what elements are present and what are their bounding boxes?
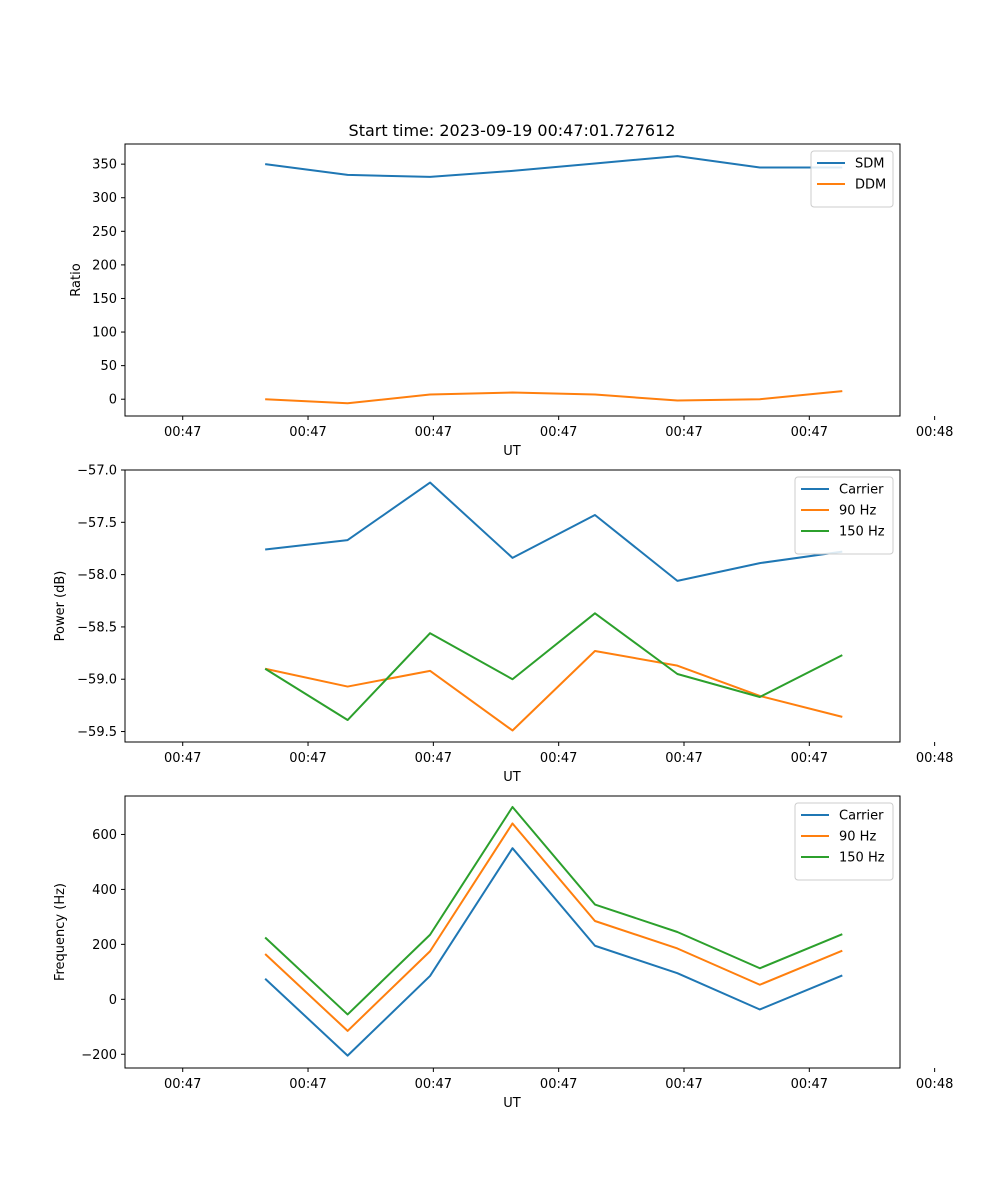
axes-frame [124, 469, 901, 743]
x-tick-label: 00:47 [540, 751, 577, 766]
y-tick-label: 250 [92, 225, 117, 240]
y-axis-label: Power (dB) [53, 571, 68, 642]
y-tick-label: 350 [92, 158, 117, 173]
series-line-carrier [264, 847, 843, 1057]
y-tick-label: 300 [92, 191, 117, 206]
series-line-150-hz [264, 612, 843, 722]
y-tick-label: 200 [92, 258, 117, 273]
series-line-90-hz [264, 649, 843, 732]
x-tick-label: 00:48 [916, 1077, 953, 1092]
x-tick-label: 00:47 [164, 1077, 201, 1092]
y-tick-label: 0 [109, 993, 117, 1008]
chart-panels: 00:47 00:47 00:47 00:47 00:47 00:47 00:48 0 50 10… [53, 143, 953, 1111]
series-line-carrier [265, 481, 843, 582]
x-tick-label: 00:47 [540, 1077, 577, 1092]
y-tick-label: −57.5 [77, 516, 117, 531]
series-line-sdm [265, 155, 843, 178]
legend-label-90-hz: 90 Hz [839, 830, 876, 845]
legend-box [794, 476, 894, 555]
legend-label-90-hz: 90 Hz [839, 504, 876, 519]
legend-label-ddm: DDM [855, 178, 886, 193]
figure-title: Start time: 2023-09-19 00:47:01.727612 [349, 121, 676, 140]
series-line-ddm [265, 390, 843, 405]
legend-box [794, 802, 894, 881]
y-tick-label: −200 [81, 1048, 117, 1063]
y-axis-label: Ratio [69, 263, 84, 296]
x-tick-label: 00:47 [665, 1077, 702, 1092]
legend-label-sdm: SDM [855, 157, 884, 172]
x-tick-label: 00:47 [791, 425, 828, 440]
x-tick-label: 00:47 [540, 425, 577, 440]
legend: Carrier 90 Hz 150 Hz [794, 802, 894, 881]
x-tick-label: 00:47 [665, 425, 702, 440]
y-tick-label: 0 [109, 393, 117, 408]
y-tick-label: 50 [100, 359, 117, 374]
chart-panel-3: 00:47 00:47 00:47 00:47 00:47 00:47 00:48 −200 0… [53, 795, 953, 1111]
x-tick-label: 00:47 [415, 425, 452, 440]
series-line-90-hz [264, 822, 843, 1032]
x-tick-label: 00:47 [791, 751, 828, 766]
legend-label-150-hz: 150 Hz [839, 525, 885, 540]
y-tick-label: 400 [92, 883, 117, 898]
x-axis-label: UT [503, 444, 521, 459]
axes-frame [124, 795, 901, 1069]
x-tick-label: 00:48 [916, 425, 953, 440]
series-line-150-hz [264, 805, 843, 1016]
y-tick-label: −57.0 [77, 464, 117, 479]
y-axis-label: Frequency (Hz) [53, 883, 68, 981]
y-tick-label: −59.5 [77, 725, 117, 740]
legend-label-carrier: Carrier [839, 483, 884, 498]
chart-panel-1: 00:47 00:47 00:47 00:47 00:47 00:47 00:48 0 50 10… [69, 143, 953, 459]
x-tick-label: 00:47 [164, 751, 201, 766]
x-tick-label: 00:47 [415, 751, 452, 766]
y-tick-label: 150 [92, 292, 117, 307]
x-axis-label: UT [503, 1096, 521, 1111]
legend-label-carrier: Carrier [839, 809, 884, 824]
legend: Carrier 90 Hz 150 Hz [794, 476, 894, 555]
y-tick-label: 200 [92, 938, 117, 953]
y-tick-label: 100 [92, 326, 117, 341]
legend: SDM DDM [810, 150, 894, 208]
x-tick-label: 00:47 [289, 425, 326, 440]
x-tick-label: 00:47 [791, 1077, 828, 1092]
x-tick-label: 00:47 [289, 1077, 326, 1092]
y-tick-label: −58.5 [77, 620, 117, 635]
x-tick-label: 00:47 [665, 751, 702, 766]
x-tick-label: 00:47 [415, 1077, 452, 1092]
legend-label-150-hz: 150 Hz [839, 851, 885, 866]
x-tick-label: 00:47 [289, 751, 326, 766]
x-tick-label: 00:47 [164, 425, 201, 440]
axes-frame [124, 143, 901, 417]
y-tick-label: −58.0 [77, 568, 117, 583]
y-tick-label: 600 [92, 828, 117, 843]
x-axis-label: UT [503, 770, 521, 785]
x-tick-label: 00:48 [916, 751, 953, 766]
y-tick-label: −59.0 [77, 673, 117, 688]
chart-panel-2: 00:47 00:47 00:47 00:47 00:47 00:47 00:48 −57.0… [53, 464, 953, 786]
legend-box [810, 150, 894, 208]
